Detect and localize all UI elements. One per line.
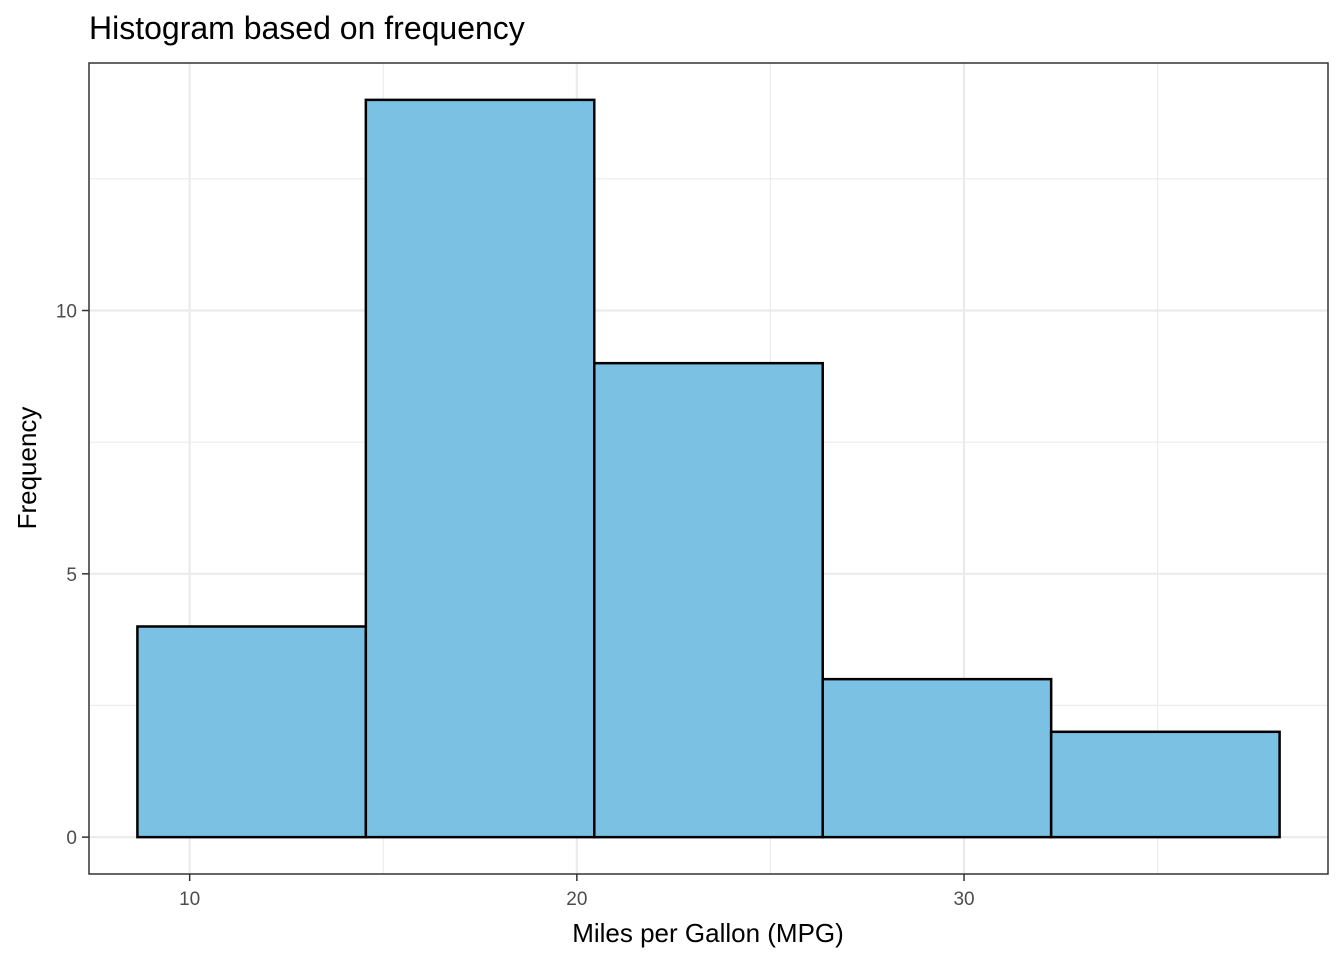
x-axis-title: Miles per Gallon (MPG) — [572, 918, 844, 948]
x-tick-label: 30 — [953, 889, 974, 910]
y-axis-title: Frequency — [12, 407, 42, 530]
y-axis-tick-labels: 0 5 10 — [56, 302, 77, 850]
histogram-bar — [364, 98, 596, 839]
x-axis-tick-labels: 10 20 30 — [179, 889, 975, 910]
y-tick-label: 10 — [56, 302, 77, 323]
x-tick-label: 10 — [179, 889, 200, 910]
axis-ticks — [82, 309, 965, 881]
histogram-bar — [1049, 730, 1281, 839]
histogram-bar — [593, 361, 824, 839]
histogram-bars — [136, 98, 1281, 839]
y-tick-label: 0 — [66, 828, 77, 849]
chart-title: Histogram based on frequency — [89, 10, 525, 46]
histogram-bar — [136, 625, 368, 839]
x-tick-label: 20 — [566, 889, 587, 910]
plot-panel-border — [88, 62, 1329, 875]
y-tick-label: 5 — [66, 565, 77, 586]
histogram-bar — [821, 677, 1053, 839]
